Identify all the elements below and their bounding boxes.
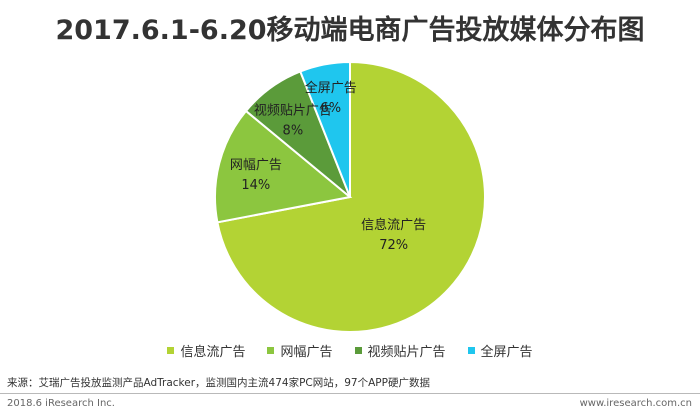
slice-category-label: 网幅广告	[230, 158, 282, 173]
legend-swatch	[167, 347, 175, 354]
slice-value-label: 6%	[320, 101, 341, 116]
legend-label: 全屏广告	[480, 345, 533, 360]
legend-item: 网幅广告	[267, 341, 333, 360]
footer-website[interactable]: www.iresearch.com.cn	[579, 398, 692, 409]
pie-slice-fullscreen-ad	[299, 60, 351, 198]
legend-swatch	[267, 347, 275, 354]
pie-slice-banner-ad	[214, 109, 353, 224]
footer-divider	[0, 393, 700, 394]
legend-item: 全屏广告	[467, 341, 533, 360]
slice-value-label: 8%	[283, 123, 304, 138]
slice-category-label: 全屏广告	[305, 80, 357, 96]
pie-chart: 信息流广告 72% 网幅广告 14% 视频贴片广告 8% 全屏广告 6%	[214, 60, 486, 333]
legend-item: 视频贴片广告	[354, 341, 446, 360]
legend-label: 网幅广告	[280, 345, 333, 360]
legend-label: 信息流广告	[180, 345, 246, 360]
legend-item: 信息流广告	[167, 341, 245, 360]
legend-swatch	[467, 347, 475, 354]
slice-category-label: 视频贴片广告	[254, 103, 332, 118]
chart-title: 2017.6.1-6.20移动端电商广告投放媒体分布图	[55, 15, 645, 46]
slice-value-label: 72%	[379, 238, 408, 253]
legend-label: 视频贴片广告	[367, 345, 446, 360]
footer-copyright: 2018.6 iResearch Inc.	[7, 398, 115, 409]
chart-legend: 信息流广告 网幅广告 视频贴片广告 全屏广告	[0, 341, 700, 360]
source-note: 来源：艾瑞广告投放监测产品AdTracker，监测国内主流474家PC网站，97…	[7, 377, 430, 389]
slice-value-label: 14%	[241, 178, 270, 193]
slice-category-label: 信息流广告	[361, 217, 426, 233]
legend-swatch	[354, 347, 362, 354]
